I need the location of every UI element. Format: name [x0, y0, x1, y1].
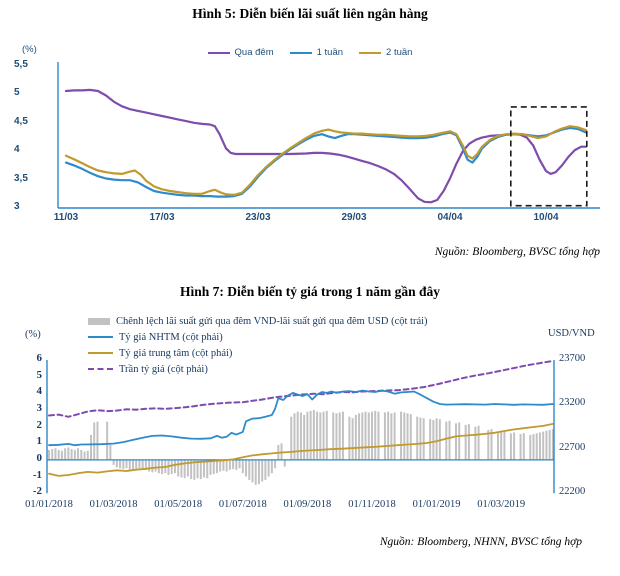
chart1-source: Nguồn: Bloomberg, BVSC tổng hợp: [434, 246, 600, 258]
legend-label: Qua đêm: [234, 47, 274, 58]
2-tuan-line-swatch: [359, 51, 382, 54]
tran-ty-gia-dashed-swatch: [88, 368, 113, 370]
legend-item-ty-gia-trung-tam: Tỷ giá trung tâm (cột phải): [88, 345, 428, 361]
legend-label: Trần tỷ giá (cột phải): [119, 363, 208, 375]
legend-label: 2 tuần: [386, 47, 413, 58]
nhtm-line-swatch: [88, 336, 113, 338]
chart2-right-unit-label: USD/VND: [548, 328, 595, 339]
legend-label: Tỷ giá trung tâm (cột phải): [119, 347, 233, 359]
legend-item-chenh-lech: Chênh lệch lãi suất gửi qua đêm VND-lãi …: [88, 313, 428, 329]
chart1-legend: Qua đêm 1 tuần 2 tuần: [0, 47, 620, 58]
legend-item-ty-gia-nhtm: Tỷ giá NHTM (cột phải): [88, 329, 428, 345]
chart2-title: Hình 7: Diễn biến tỷ giá trong 1 năm gần…: [179, 284, 441, 299]
chart1-unit-label: (%): [22, 44, 37, 55]
legend-label: 1 tuần: [316, 47, 344, 58]
bar-swatch: [88, 317, 110, 325]
1-tuan-line-swatch: [289, 51, 312, 54]
chart2-legend: Chênh lệch lãi suất gửi qua đêm VND-lãi …: [88, 313, 428, 377]
chart1-title: Hình 5: Diễn biến lãi suất liên ngân hàn…: [192, 6, 428, 21]
legend-item-qua-dem: Qua đêm: [207, 47, 274, 58]
legend-item-1-tuan: 1 tuần: [289, 47, 344, 58]
qua-dem-line-swatch: [207, 51, 230, 54]
legend-label: Tỷ giá NHTM (cột phải): [119, 331, 223, 343]
legend-item-2-tuan: 2 tuần: [359, 47, 412, 58]
legend-item-tran-ty-gia: Trần tỷ giá (cột phải): [88, 361, 428, 377]
chart2-source: Nguồn: Bloomberg, NHNN, BVSC tổng hợp: [379, 536, 582, 548]
chart2-left-unit-label: (%): [25, 329, 41, 340]
legend-label: Chênh lệch lãi suất gửi qua đêm VND-lãi …: [116, 315, 428, 327]
trung-tam-line-swatch: [88, 352, 113, 354]
